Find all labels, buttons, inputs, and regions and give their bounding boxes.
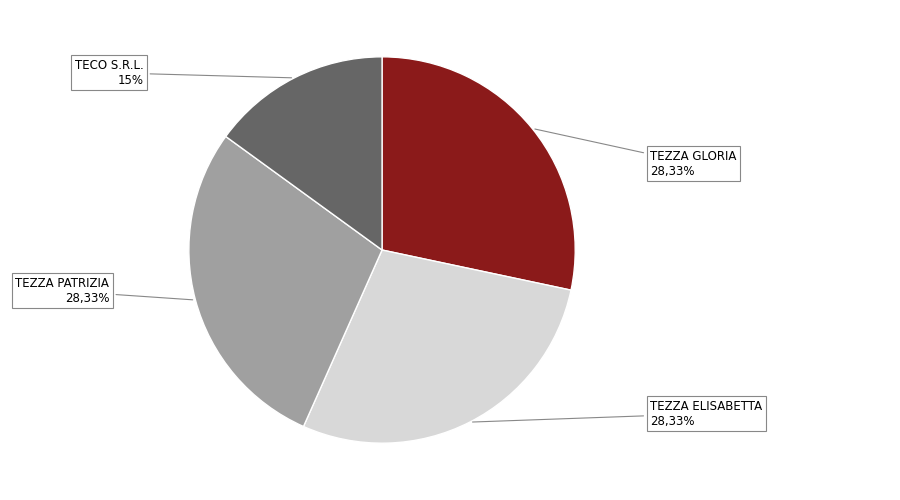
Wedge shape (303, 250, 571, 443)
Wedge shape (382, 57, 575, 290)
Wedge shape (226, 57, 382, 250)
Text: TECO S.R.L.
15%: TECO S.R.L. 15% (75, 58, 292, 86)
Text: TEZZA ELISABETTA
28,33%: TEZZA ELISABETTA 28,33% (472, 400, 762, 427)
Text: TEZZA GLORIA
28,33%: TEZZA GLORIA 28,33% (535, 129, 736, 178)
Wedge shape (189, 136, 382, 426)
Text: TEZZA PATRIZIA
28,33%: TEZZA PATRIZIA 28,33% (15, 277, 193, 305)
